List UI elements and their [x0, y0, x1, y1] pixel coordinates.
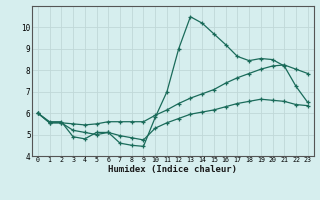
X-axis label: Humidex (Indice chaleur): Humidex (Indice chaleur) — [108, 165, 237, 174]
